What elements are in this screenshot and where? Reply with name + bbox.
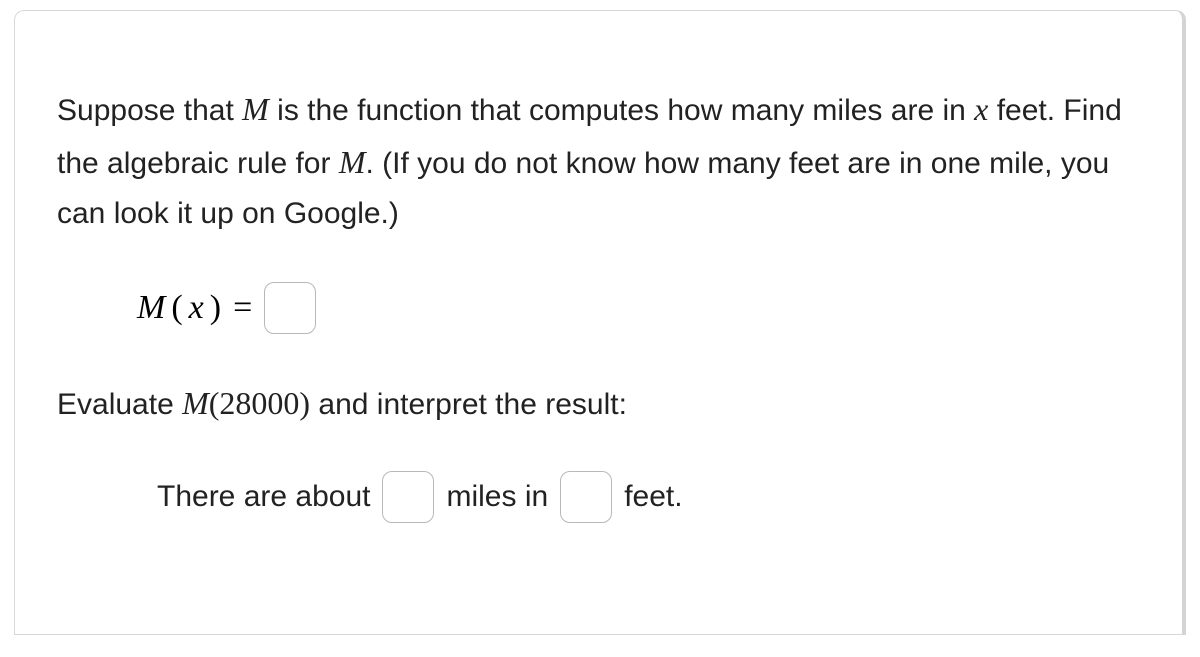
eq-open-paren: ( — [171, 289, 182, 327]
eq-var: x — [189, 289, 204, 327]
prompt-part2: is the function that computes how many m… — [269, 94, 974, 127]
feet-input[interactable] — [560, 471, 612, 523]
evaluate-text: Evaluate M(28000) and interpret the resu… — [57, 378, 1140, 429]
eval-part1: Evaluate — [57, 388, 182, 421]
eval-fn: M — [182, 385, 209, 421]
fn-M-2: M — [339, 144, 366, 180]
eval-close-paren: ) — [299, 385, 310, 421]
fn-M-1: M — [242, 91, 269, 127]
equation-row: M(x) = — [137, 282, 1140, 334]
var-x-1: x — [974, 91, 988, 127]
eval-open-paren: ( — [209, 385, 220, 421]
eval-part2: and interpret the result: — [310, 388, 627, 421]
question-card: Suppose that M is the function that comp… — [14, 10, 1186, 635]
prompt-part1: Suppose that — [57, 94, 242, 127]
sentence-pre: There are about — [157, 480, 370, 514]
eval-arg: 28000 — [219, 385, 299, 421]
eq-sign: = — [233, 289, 252, 327]
miles-input[interactable] — [382, 471, 434, 523]
prompt-text: Suppose that M is the function that comp… — [57, 83, 1140, 238]
eq-close-paren: ) — [210, 289, 221, 327]
sentence-mid: miles in — [446, 480, 548, 514]
eq-fn: M — [137, 289, 165, 327]
mx-rule-input[interactable] — [264, 282, 316, 334]
sentence-post: feet. — [624, 480, 682, 514]
interpretation-row: There are about miles in feet. — [157, 471, 1140, 523]
